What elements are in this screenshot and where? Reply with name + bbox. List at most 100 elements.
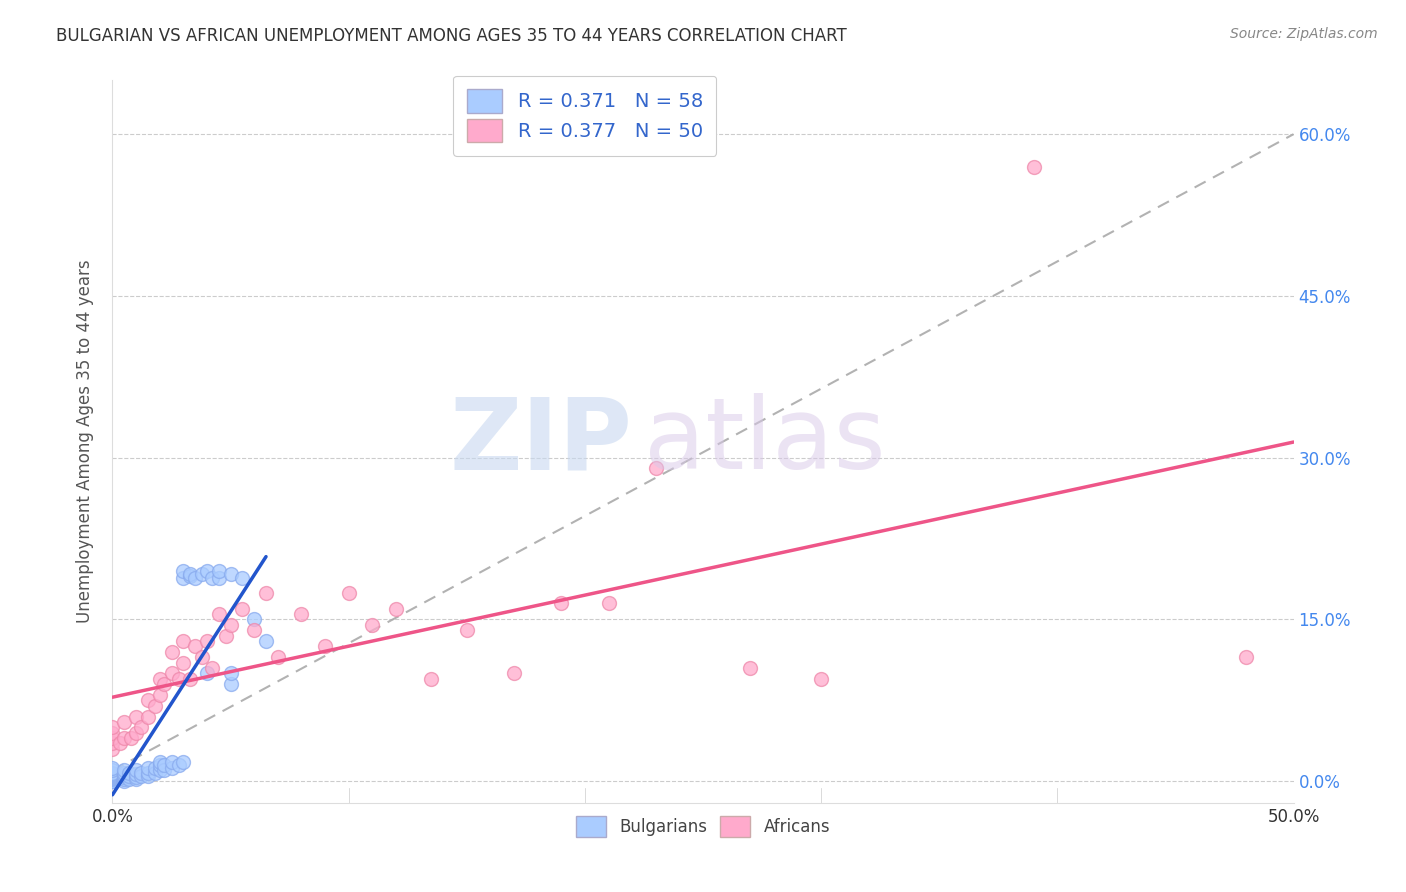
Point xyxy=(153,677,176,691)
Point xyxy=(149,688,172,702)
Point xyxy=(129,765,152,780)
Y-axis label: Unemployment Among Ages 35 to 44 years: Unemployment Among Ages 35 to 44 years xyxy=(76,260,94,624)
Point xyxy=(184,572,207,586)
Point xyxy=(267,650,290,665)
Point xyxy=(208,572,231,586)
Point xyxy=(385,601,408,615)
Point xyxy=(231,572,253,586)
Point xyxy=(129,720,152,734)
Point xyxy=(101,731,124,745)
Point xyxy=(503,666,526,681)
Point xyxy=(179,567,201,582)
Point xyxy=(136,765,159,780)
Legend: Bulgarians, Africans: Bulgarians, Africans xyxy=(568,808,838,845)
Point xyxy=(215,629,238,643)
Point xyxy=(129,769,152,783)
Point xyxy=(167,758,190,772)
Point xyxy=(143,765,166,780)
Point xyxy=(120,731,142,745)
Point xyxy=(101,720,124,734)
Point xyxy=(101,774,124,789)
Point xyxy=(112,774,135,789)
Point xyxy=(125,709,148,723)
Point xyxy=(160,761,183,775)
Point xyxy=(337,585,360,599)
Point xyxy=(191,567,214,582)
Point xyxy=(136,693,159,707)
Point xyxy=(101,761,124,775)
Point xyxy=(160,755,183,769)
Point xyxy=(136,769,159,783)
Point xyxy=(101,765,124,780)
Point xyxy=(101,737,124,751)
Point xyxy=(254,585,277,599)
Point xyxy=(125,770,148,784)
Point xyxy=(101,771,124,785)
Point xyxy=(598,596,620,610)
Point xyxy=(243,624,266,638)
Text: BULGARIAN VS AFRICAN UNEMPLOYMENT AMONG AGES 35 TO 44 YEARS CORRELATION CHART: BULGARIAN VS AFRICAN UNEMPLOYMENT AMONG … xyxy=(56,27,846,45)
Point xyxy=(201,572,224,586)
Text: ZIP: ZIP xyxy=(450,393,633,490)
Point xyxy=(361,618,384,632)
Point xyxy=(456,624,478,638)
Point xyxy=(101,774,124,789)
Point xyxy=(101,766,124,780)
Point xyxy=(101,742,124,756)
Point xyxy=(125,772,148,786)
Point xyxy=(172,572,194,586)
Point xyxy=(191,650,214,665)
Point xyxy=(101,764,124,778)
Point xyxy=(1234,650,1257,665)
Point xyxy=(740,661,762,675)
Point xyxy=(149,758,172,772)
Point xyxy=(112,770,135,784)
Point xyxy=(112,714,135,729)
Point xyxy=(172,755,194,769)
Point xyxy=(112,768,135,782)
Point xyxy=(101,725,124,739)
Point xyxy=(314,640,336,654)
Point xyxy=(644,461,666,475)
Point xyxy=(1022,160,1045,174)
Point xyxy=(195,564,218,578)
Point xyxy=(208,564,231,578)
Point xyxy=(219,677,242,691)
Point xyxy=(118,765,141,780)
Point xyxy=(125,725,148,739)
Point xyxy=(231,601,253,615)
Point xyxy=(219,618,242,632)
Point xyxy=(172,564,194,578)
Point xyxy=(101,774,124,789)
Text: atlas: atlas xyxy=(644,393,886,490)
Point xyxy=(184,640,207,654)
Point xyxy=(112,765,135,780)
Point xyxy=(118,769,141,783)
Text: Source: ZipAtlas.com: Source: ZipAtlas.com xyxy=(1230,27,1378,41)
Point xyxy=(101,770,124,784)
Point xyxy=(290,607,312,621)
Point xyxy=(153,764,176,778)
Point xyxy=(254,634,277,648)
Point xyxy=(112,772,135,786)
Point xyxy=(172,656,194,670)
Point xyxy=(101,768,124,782)
Point xyxy=(149,764,172,778)
Point xyxy=(201,661,224,675)
Point xyxy=(101,772,124,786)
Point xyxy=(195,634,218,648)
Point xyxy=(810,672,832,686)
Point xyxy=(219,567,242,582)
Point xyxy=(167,672,190,686)
Point xyxy=(112,764,135,778)
Point xyxy=(149,672,172,686)
Point xyxy=(149,755,172,769)
Point xyxy=(550,596,572,610)
Point xyxy=(125,764,148,778)
Point xyxy=(179,569,201,583)
Point xyxy=(172,634,194,648)
Point xyxy=(136,761,159,775)
Point xyxy=(143,761,166,775)
Point xyxy=(208,607,231,621)
Point xyxy=(101,769,124,783)
